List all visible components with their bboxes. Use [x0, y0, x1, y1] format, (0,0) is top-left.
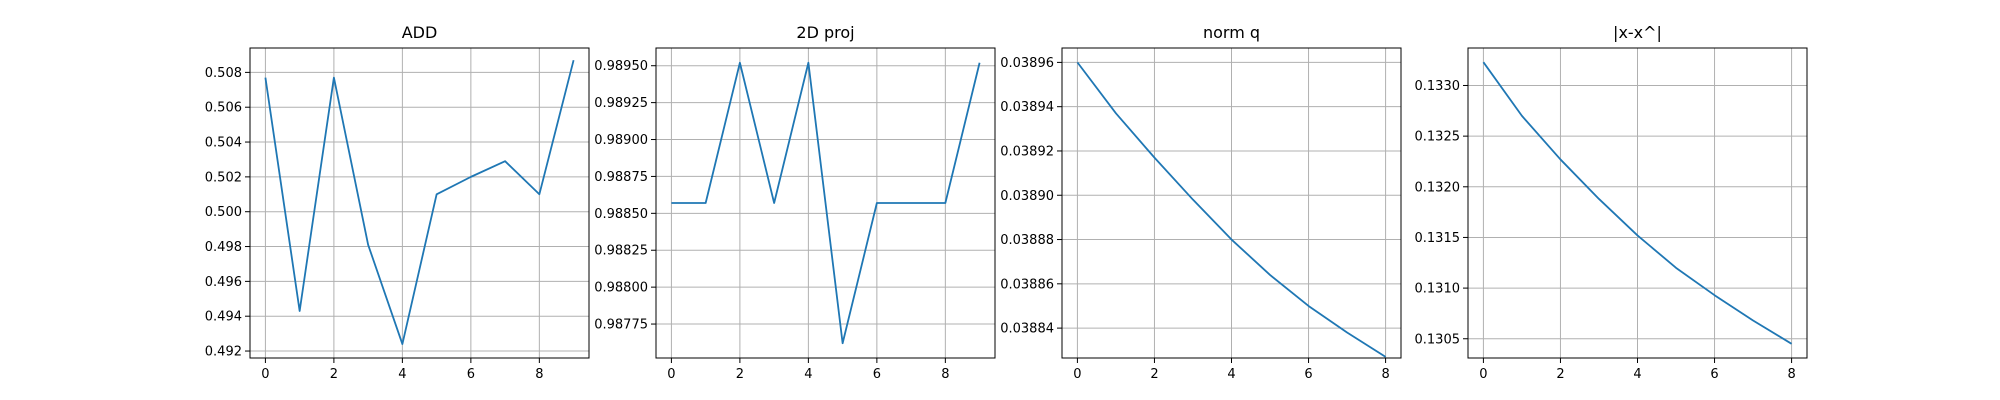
y-tick-label: 0.03894	[1000, 100, 1054, 115]
chart-panel-1: 0 2 4 6 8 0.492 0.494 0.496 0.498 0.500 0.502 0.504…	[205, 23, 590, 382]
y-tick-label: 0.98875	[594, 170, 648, 185]
chart-panel-2: 0 2 4 6 8 0.98775 0.98800 0.98825 0.98850 0.98875…	[594, 23, 996, 382]
x-tick-label: 8	[1381, 367, 1389, 382]
x-tick-label: 6	[873, 367, 881, 382]
y-tick-label: 0.03890	[1000, 189, 1054, 204]
series-line	[1076, 61, 1387, 358]
y-tick-label: 0.502	[205, 170, 242, 185]
chart-title: 2D proj	[796, 23, 854, 42]
y-tick-label: 0.03884	[1000, 322, 1054, 337]
y-tick-label: 0.98850	[594, 207, 648, 222]
y-tick-label: 0.492	[205, 345, 242, 360]
y-tick-label: 0.98950	[594, 59, 648, 74]
y-tick-label: 0.498	[205, 240, 242, 255]
x-tick-label: 4	[1633, 367, 1641, 382]
x-tick-label: 6	[467, 367, 475, 382]
y-tick-label: 0.98900	[594, 133, 648, 148]
plot-frame	[655, 47, 996, 359]
chart-panel-4: 0 2 4 6 8 0.1305 0.1310 0.1315 0.1320 0.1325 0.133…	[1415, 23, 1808, 382]
y-tick-label: 0.504	[205, 136, 242, 151]
x-tick-label: 8	[941, 367, 949, 382]
chart-title: ADD	[402, 23, 438, 42]
y-tick-label: 0.1330	[1415, 79, 1461, 94]
y-tick-label: 0.1305	[1415, 332, 1461, 347]
x-tick-label: 0	[1479, 367, 1487, 382]
y-tick-label: 0.494	[205, 310, 242, 325]
y-tick-label: 0.1325	[1415, 130, 1461, 145]
y-tick-label: 0.508	[205, 66, 242, 81]
series-line	[671, 61, 981, 345]
x-tick-label: 6	[1710, 367, 1718, 382]
x-tick-label: 2	[330, 367, 338, 382]
plot-frame	[249, 47, 590, 359]
y-tick-label: 0.03896	[1000, 56, 1054, 71]
x-tick-label: 6	[1304, 367, 1312, 382]
y-tick-label: 0.500	[205, 205, 242, 220]
y-tick-label: 0.1310	[1415, 282, 1461, 297]
y-tick-label: 0.1320	[1415, 180, 1461, 195]
x-tick-label: 0	[667, 367, 675, 382]
x-tick-label: 2	[1150, 367, 1158, 382]
y-tick-label: 0.98825	[594, 244, 648, 259]
y-tick-label: 0.506	[205, 101, 242, 116]
x-tick-label: 4	[1227, 367, 1235, 382]
x-tick-label: 8	[535, 367, 543, 382]
y-tick-label: 0.98925	[594, 96, 648, 111]
y-tick-label: 0.03892	[1000, 144, 1054, 159]
y-tick-label: 0.03886	[1000, 277, 1054, 292]
y-tick-label: 0.496	[205, 275, 242, 290]
x-tick-label: 2	[736, 367, 744, 382]
y-tick-label: 0.03888	[1000, 233, 1054, 248]
series-line	[264, 59, 575, 345]
chart-title: |x-x^|	[1613, 23, 1662, 42]
x-tick-label: 4	[804, 367, 812, 382]
y-tick-label: 0.98775	[594, 318, 648, 333]
chart-panel-3: 0 2 4 6 8 0.03884 0.03886 0.03888 0.03890 0.03892…	[1000, 23, 1402, 382]
x-tick-label: 0	[261, 367, 269, 382]
x-tick-label: 0	[1073, 367, 1081, 382]
x-tick-label: 2	[1556, 367, 1564, 382]
y-tick-label: 0.1315	[1415, 231, 1461, 246]
x-tick-label: 4	[398, 367, 406, 382]
x-tick-label: 8	[1787, 367, 1795, 382]
y-tick-label: 0.98800	[594, 281, 648, 296]
series-line	[1482, 61, 1793, 345]
chart-title: norm q	[1203, 23, 1260, 42]
